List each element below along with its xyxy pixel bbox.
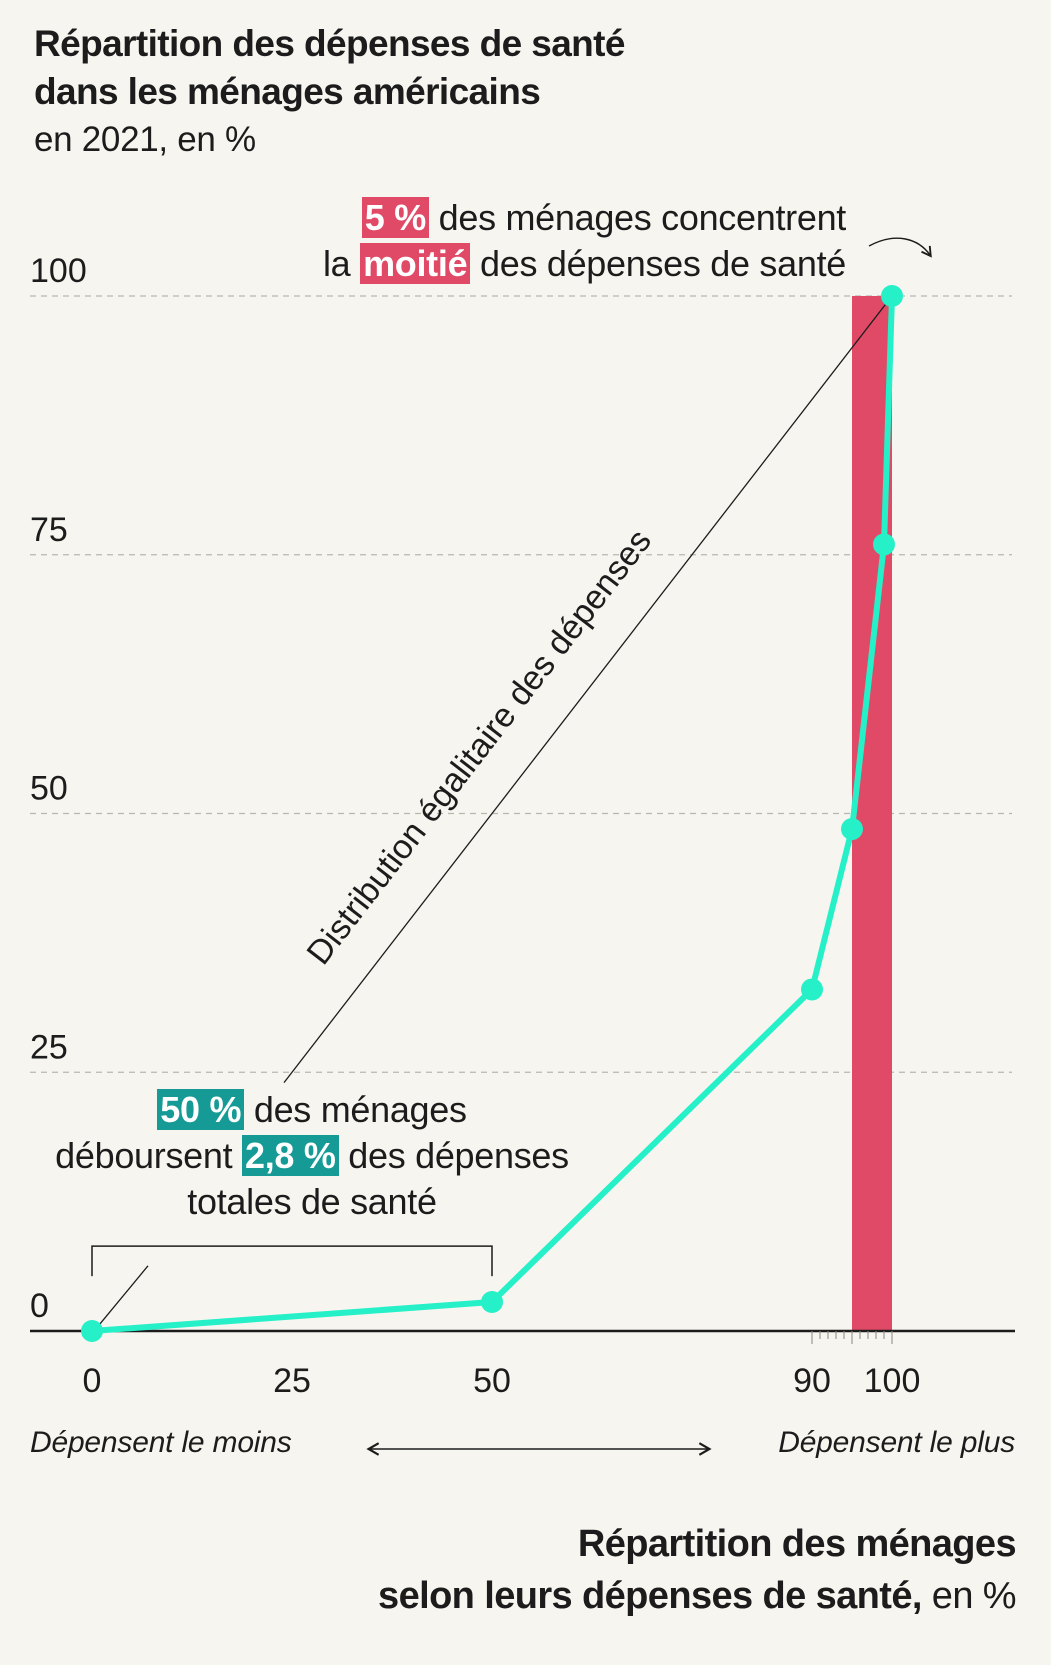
data-point [841, 818, 863, 841]
x-axis-title-line1: Répartition des ménages [577, 1523, 1017, 1565]
annotation-bottom-line3: totales de santé [187, 1181, 437, 1222]
axes [30, 1329, 1015, 1344]
x-axis-title-line2-bold: selon leurs dépenses de santé, [378, 1575, 922, 1617]
bracket-pointer [97, 1265, 149, 1327]
top-annotation-arrow [868, 237, 932, 258]
annotation-bottom-pre-2: déboursent [55, 1135, 242, 1176]
chart-title: Répartition des dépenses de santé dans l… [34, 23, 625, 112]
data-point [81, 1320, 103, 1342]
annotation-top-highlight-2: moitié [360, 243, 471, 284]
annotation-bottom: 50 % des ménages déboursent 2,8 % des dé… [37, 1087, 587, 1225]
annotation-top-highlight-1: 5 % [361, 197, 429, 238]
x-tick-label: 100 [864, 1362, 921, 1400]
annotation-lines [91, 237, 932, 1456]
x-tick-label: 90 [793, 1362, 831, 1400]
data-point [801, 978, 823, 1001]
annotation-bottom-highlight-2: 2,8 % [242, 1135, 339, 1176]
x-axis-title-unit: en % [921, 1575, 1017, 1617]
x-tick-label: 50 [473, 1362, 511, 1400]
y-tick-label: 25 [30, 1028, 68, 1066]
bracket [91, 1245, 493, 1277]
annotation-top-text-2: des dépenses de santé [470, 243, 846, 284]
annotation-top-pre-2: la [322, 243, 361, 284]
x-caption-left: Dépensent le moins [30, 1426, 292, 1459]
x-caption-right: Dépensent le plus [778, 1426, 1015, 1459]
x-axis-title: Répartition des ménages selon leurs dépe… [378, 1518, 1017, 1622]
gridlines [30, 295, 1012, 1073]
series-group [81, 285, 903, 1342]
y-tick-label: 75 [30, 511, 68, 549]
data-point [873, 533, 895, 556]
title-block: Répartition des dépenses de santé dans l… [34, 20, 734, 162]
annotation-bottom-line2: déboursent 2,8 % des dépenses [37, 1133, 587, 1179]
y-tick-label: 50 [30, 770, 68, 808]
annotation-top-text-1: des ménages concentrent [428, 197, 847, 238]
annotation-top: 5 % des ménages concentrent la moitié de… [323, 195, 846, 287]
tick-labels: 0 25 50 75 100 0 25 50 90 100 [30, 252, 920, 1400]
x-axis-title-line2: selon leurs dépenses de santé, en % [378, 1570, 1017, 1622]
data-point [881, 285, 903, 307]
reference-line [283, 295, 893, 1083]
reference-line-label: Distribution égalitaire des dépenses [300, 522, 659, 971]
annotation-top-line1: 5 % des ménages concentrent [323, 195, 846, 241]
series-line [89, 293, 895, 1334]
y-tick-label: 100 [30, 252, 87, 290]
annotation-bottom-line1: 50 % des ménages [37, 1087, 587, 1133]
annotation-bottom-text-1: des ménages [244, 1089, 467, 1130]
x-tick-label: 25 [273, 1362, 311, 1400]
y-tick-label: 0 [30, 1287, 49, 1325]
annotation-bottom-highlight-1: 50 % [157, 1089, 245, 1130]
data-point [481, 1291, 503, 1314]
chart-subtitle: en 2021, en % [34, 120, 256, 159]
reference-line-group: Distribution égalitaire des dépenses [283, 295, 893, 1083]
annotation-bottom-text-2: des dépenses [338, 1135, 569, 1176]
x-tick-label: 0 [83, 1362, 102, 1400]
annotation-top-line2: la moitié des dépenses de santé [323, 241, 846, 287]
